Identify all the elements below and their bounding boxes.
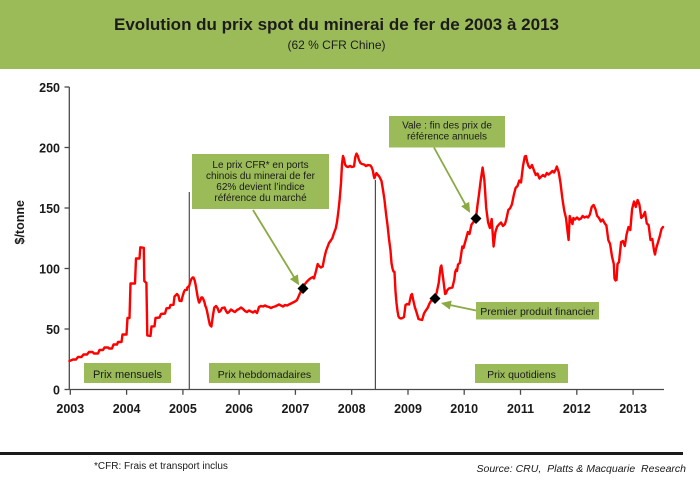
svg-text:Prix quotidiens: Prix quotidiens: [487, 369, 556, 381]
svg-text:2010: 2010: [450, 402, 478, 416]
svg-text:2011: 2011: [507, 402, 534, 416]
svg-text:2003: 2003: [56, 402, 84, 416]
svg-text:2005: 2005: [169, 402, 197, 416]
svg-text:250: 250: [39, 81, 60, 95]
svg-text:2008: 2008: [338, 402, 366, 416]
svg-text:2007: 2007: [281, 402, 309, 416]
svg-text:150: 150: [39, 202, 60, 216]
svg-text:2009: 2009: [394, 402, 422, 416]
svg-text:Prix hebdomadaires: Prix hebdomadaires: [218, 369, 311, 381]
svg-text:50: 50: [46, 323, 60, 337]
svg-text:0: 0: [53, 383, 60, 397]
svg-text:2012: 2012: [563, 402, 591, 416]
svg-text:Le prix CFR* en ports: Le prix CFR* en ports: [212, 160, 308, 171]
svg-text:200: 200: [39, 141, 60, 155]
svg-text:référence du marché: référence du marché: [214, 193, 307, 204]
svg-text:2013: 2013: [619, 402, 647, 416]
svg-text:2006: 2006: [225, 402, 253, 416]
svg-text:62% devient l’indice: 62% devient l’indice: [216, 182, 305, 193]
svg-text:100: 100: [39, 262, 60, 276]
svg-text:Vale : fin des prix de: Vale : fin des prix de: [402, 121, 492, 132]
svg-text:$/tonne: $/tonne: [13, 200, 27, 244]
svg-text:référence annuels: référence annuels: [407, 132, 487, 143]
svg-text:chinois du minerai de fer: chinois du minerai de fer: [206, 171, 316, 182]
svg-text:Premier produit financier: Premier produit financier: [480, 306, 595, 318]
svg-text:Prix mensuels: Prix mensuels: [93, 369, 163, 381]
svg-text:2004: 2004: [113, 402, 141, 416]
